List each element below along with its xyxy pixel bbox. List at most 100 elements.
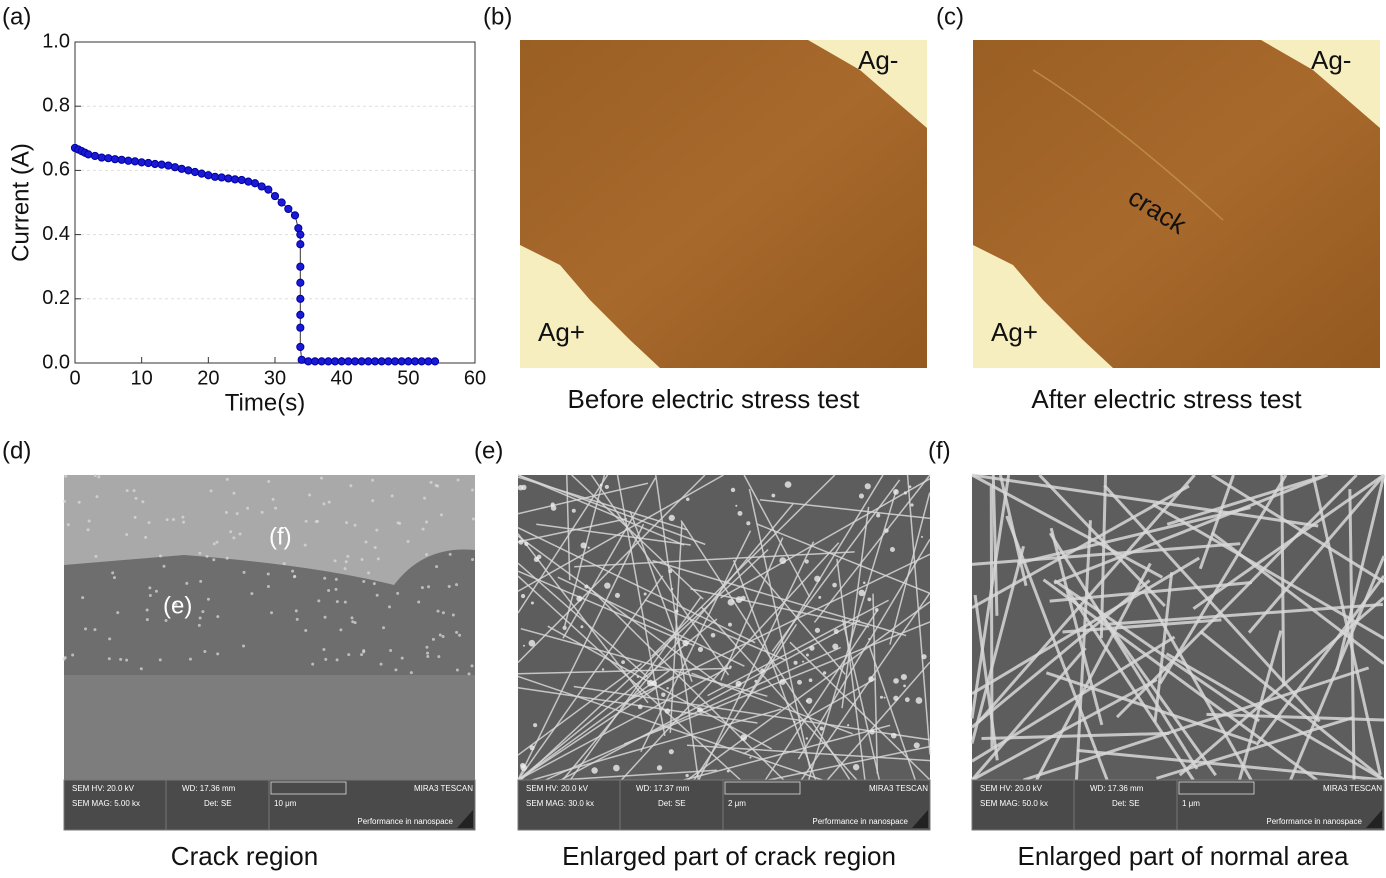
particle <box>643 592 647 596</box>
y-tick-label: 0.0 <box>42 351 70 373</box>
grain <box>308 493 312 497</box>
grain <box>112 576 116 580</box>
grain <box>260 510 264 514</box>
data-point <box>237 175 246 185</box>
grain <box>267 480 271 484</box>
particle <box>530 601 534 605</box>
nanowire <box>517 675 823 781</box>
grain <box>304 519 308 523</box>
particle <box>550 505 557 511</box>
particle <box>697 707 703 713</box>
nanowire <box>971 473 1164 579</box>
grain <box>350 616 354 620</box>
grain <box>229 530 233 534</box>
x-tick-label: 10 <box>131 367 153 389</box>
nanowire <box>841 619 881 781</box>
data-point <box>337 357 346 366</box>
grain <box>441 634 445 638</box>
grain <box>360 653 364 657</box>
data-point <box>110 155 120 164</box>
crack <box>1032 69 1224 221</box>
panel-label: (a) <box>2 3 31 30</box>
grain <box>148 586 152 590</box>
data-point <box>296 342 305 352</box>
nanowire <box>517 618 718 781</box>
grain <box>362 580 366 584</box>
nanowire <box>800 592 931 781</box>
grain <box>182 520 186 524</box>
grain <box>447 584 451 588</box>
grain <box>471 558 475 562</box>
grain <box>266 584 270 588</box>
x-tick-label: 20 <box>197 367 219 389</box>
particle <box>779 678 786 685</box>
logo <box>912 810 928 828</box>
particle <box>735 504 738 507</box>
particle <box>710 632 716 638</box>
nanowire <box>517 570 695 647</box>
data-point <box>296 240 305 249</box>
grain <box>346 554 350 558</box>
grain <box>431 637 435 641</box>
particle <box>697 646 704 652</box>
grain <box>216 652 220 656</box>
grain <box>198 551 202 555</box>
data-point <box>170 163 180 172</box>
particle <box>847 724 850 727</box>
particle <box>614 592 620 598</box>
grain <box>274 506 278 510</box>
nanowire <box>680 520 851 780</box>
info-text: SEM HV: 20.0 kV <box>980 784 1043 793</box>
particle <box>804 559 809 564</box>
nanowire <box>1247 474 1386 634</box>
data-point <box>397 357 406 366</box>
particle <box>863 581 866 585</box>
nanowire <box>590 474 730 676</box>
grain <box>333 559 337 563</box>
particle <box>852 763 860 771</box>
electrode <box>808 40 927 128</box>
particle <box>666 686 669 690</box>
particle <box>521 594 526 599</box>
grain <box>295 617 299 621</box>
nanowire <box>517 474 724 592</box>
grain <box>322 502 326 506</box>
info-text: 2 μm <box>728 799 746 808</box>
particle <box>779 557 787 564</box>
grain <box>291 569 295 573</box>
nanowire <box>732 559 817 781</box>
grain <box>242 570 246 574</box>
data-point <box>150 159 160 169</box>
particle <box>832 582 837 588</box>
particle <box>601 668 605 671</box>
data-point <box>270 191 280 201</box>
logo <box>457 810 473 828</box>
data-point <box>424 357 433 366</box>
particle <box>822 671 827 675</box>
nanowire <box>1099 474 1108 639</box>
grain <box>271 497 275 501</box>
caption: After electric stress test <box>1031 384 1302 414</box>
info-bar <box>972 780 1384 830</box>
electrode-label: Ag+ <box>538 317 585 347</box>
particle <box>550 502 555 507</box>
grain <box>108 637 112 641</box>
nanowire <box>747 559 846 675</box>
data-point <box>84 150 93 159</box>
grain <box>471 517 475 521</box>
grain <box>63 499 67 503</box>
nanowire <box>1280 474 1286 687</box>
particle <box>806 697 813 704</box>
grain <box>164 619 168 623</box>
particle <box>528 639 536 647</box>
nanowire <box>1199 630 1385 782</box>
data-point <box>430 357 440 366</box>
panel-label: (f) <box>928 437 951 464</box>
grain <box>400 656 404 660</box>
particle <box>522 644 525 647</box>
region <box>64 475 475 585</box>
nanowire <box>1153 572 1174 723</box>
particle <box>686 497 690 501</box>
particle <box>864 483 871 490</box>
particle <box>754 679 758 683</box>
